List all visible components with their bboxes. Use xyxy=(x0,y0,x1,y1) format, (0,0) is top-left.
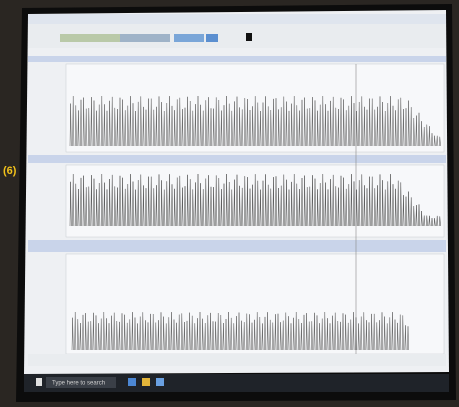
toolbar-icons[interactable] xyxy=(120,34,170,42)
taskbar-icon[interactable] xyxy=(156,378,164,386)
time-axis xyxy=(28,354,446,366)
title-bar xyxy=(28,14,446,24)
start-button[interactable] xyxy=(36,378,42,386)
search-placeholder: Type here to search xyxy=(52,381,105,387)
photo: Type here to search (6) xyxy=(0,0,459,407)
annotation-label: (6) xyxy=(3,165,17,177)
taskbar-icon[interactable] xyxy=(128,378,136,386)
taskbar-icon[interactable] xyxy=(142,378,150,386)
panel-header xyxy=(28,56,446,62)
panel-header xyxy=(28,155,446,163)
page: {"screen": {"label": "(6)", "taskbar": {… xyxy=(0,0,459,407)
toolbar-button[interactable] xyxy=(246,33,252,41)
toolbar-button[interactable] xyxy=(206,34,218,42)
toolbar-icons[interactable] xyxy=(60,34,120,42)
panel-header xyxy=(28,240,446,252)
toolbar-button[interactable] xyxy=(174,34,204,42)
